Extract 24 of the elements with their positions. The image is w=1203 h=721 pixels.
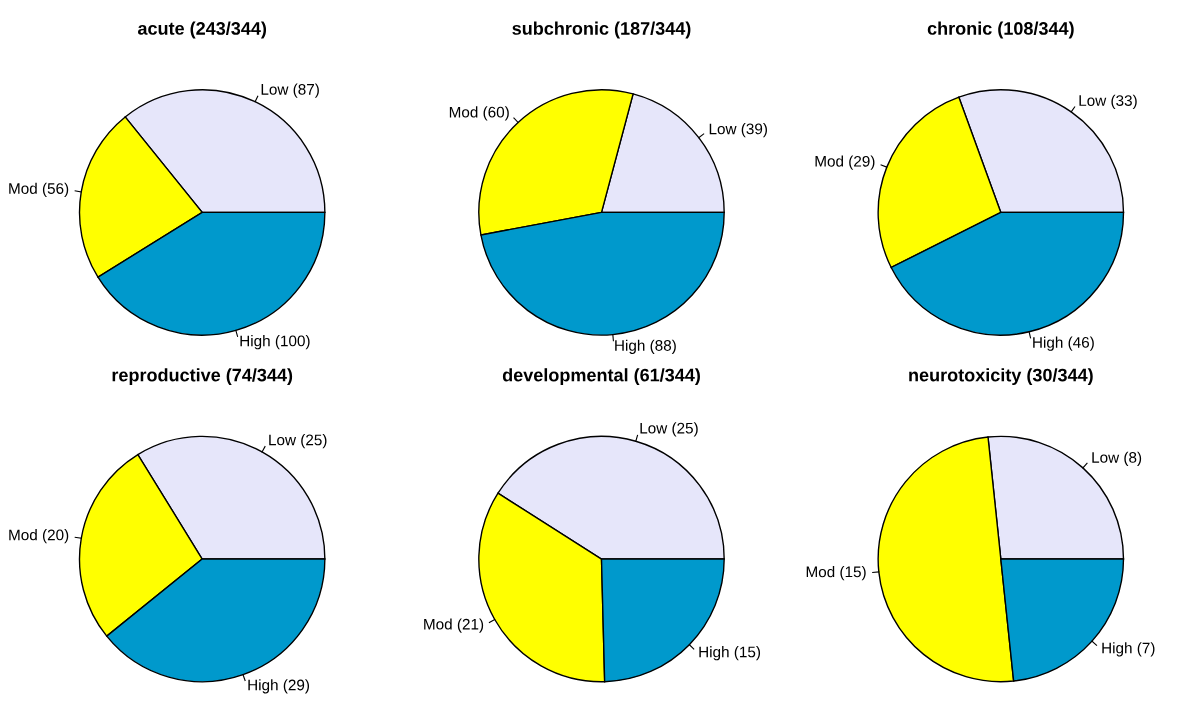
slice-label: Mod (15) — [806, 566, 866, 581]
chart-title: developmental (61/344) — [502, 368, 700, 386]
slice-label: Mod (60) — [449, 106, 509, 121]
slice-label: Mod (20) — [9, 529, 69, 544]
slice-label: High (29) — [248, 679, 310, 694]
slice-label: Mod (29) — [815, 155, 875, 170]
chart-title: subchronic (187/344) — [512, 21, 691, 39]
slice-label: High (46) — [1033, 336, 1094, 351]
slice-label: Mod (21) — [424, 618, 484, 633]
slice-label: High (100) — [240, 335, 310, 350]
slice-label: Low (39) — [709, 123, 767, 138]
slice-label: Low (25) — [269, 434, 327, 449]
slice-label: High (15) — [699, 646, 761, 661]
slice-label: Low (87) — [261, 83, 319, 98]
chart-title: chronic (108/344) — [927, 21, 1074, 39]
slice-label: Low (25) — [640, 422, 698, 437]
slice-label: High (88) — [615, 339, 676, 354]
slice-label: Low (8) — [1092, 451, 1142, 466]
slice-label: High (7) — [1102, 642, 1155, 657]
chart-title: neurotoxicity (30/344) — [909, 368, 1093, 386]
slice-label: Low (33) — [1079, 94, 1137, 109]
slice-label: Mod (56) — [9, 182, 69, 197]
chart-title: acute (243/344) — [137, 21, 267, 39]
chart-title: reproductive (74/344) — [112, 368, 293, 386]
